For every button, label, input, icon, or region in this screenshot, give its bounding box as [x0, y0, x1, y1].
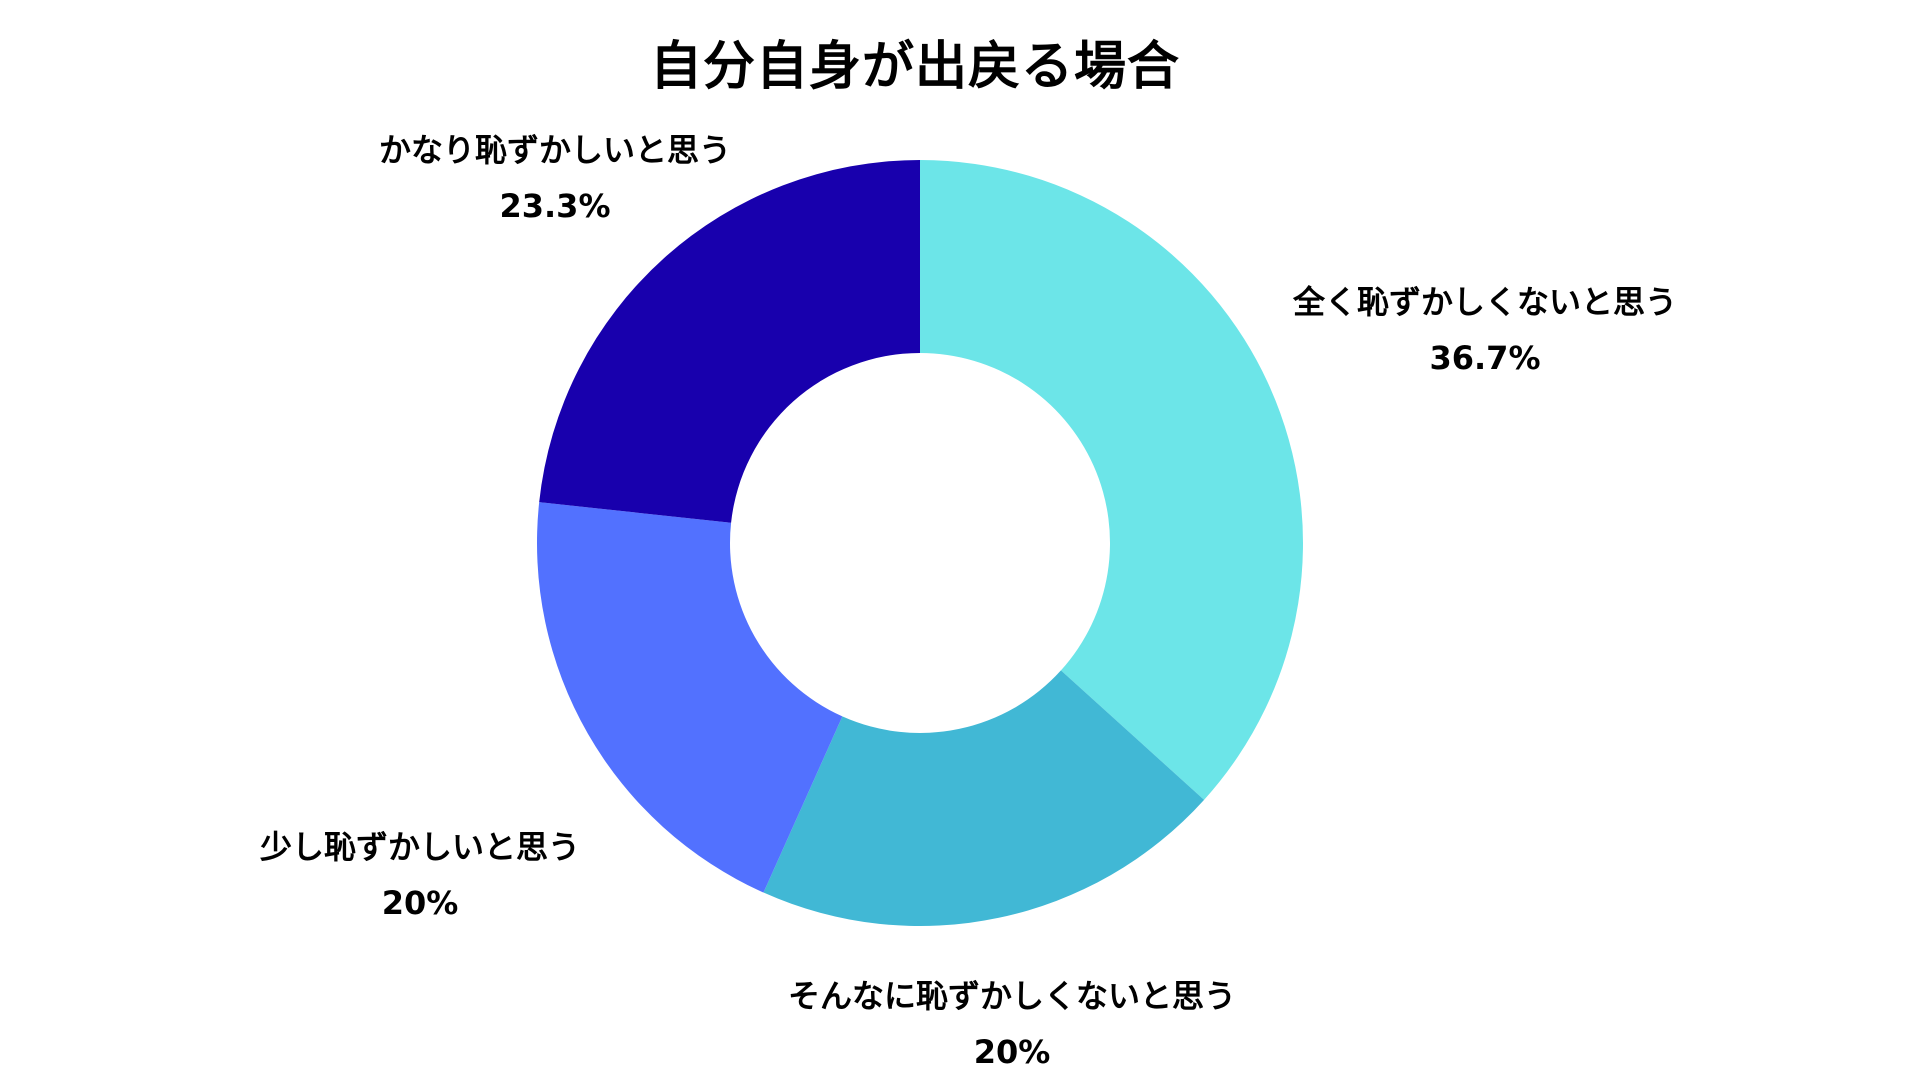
slice-label-3: 少し恥ずかしいと思う 20%: [260, 819, 580, 931]
slice-label-1: 全く恥ずかしくないと思う 36.7%: [1293, 274, 1677, 386]
donut-slice-4: [539, 160, 920, 523]
slice-value-label: 20%: [973, 1033, 1051, 1071]
donut-slice-1: [920, 160, 1303, 800]
slice-category-label: そんなに恥ずかしくないと思う: [787, 977, 1237, 1015]
slice-value-label: 36.7%: [1429, 339, 1541, 377]
slice-category-label: 全く恥ずかしくないと思う: [1292, 283, 1678, 321]
slice-category-label: かなり恥ずかしいと思う: [378, 131, 732, 169]
donut-slice-2: [763, 670, 1205, 926]
donut-slices: [537, 160, 1303, 926]
chart-title: 自分自身が出戻る場合: [649, 37, 1180, 97]
slice-label-2: そんなに恥ずかしくないと思う 20%: [788, 968, 1236, 1080]
slice-category-label: 少し恥ずかしいと思う: [259, 828, 581, 866]
slice-value-label: 23.3%: [499, 187, 611, 225]
slice-label-4: かなり恥ずかしいと思う 23.3%: [379, 122, 731, 234]
slice-value-label: 20%: [381, 884, 459, 922]
donut-slice-3: [537, 502, 843, 893]
